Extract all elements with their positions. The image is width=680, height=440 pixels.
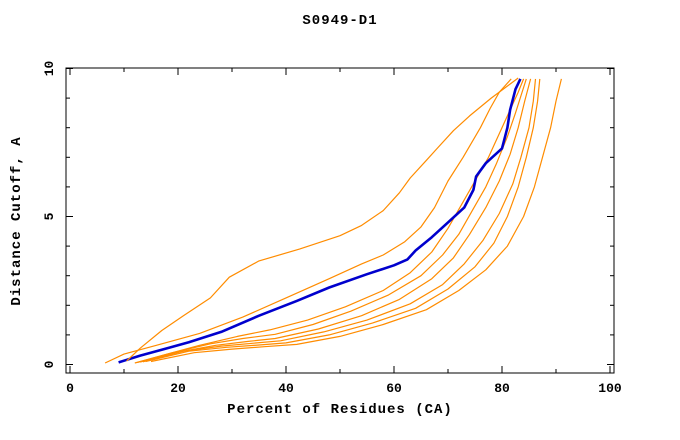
series-model-5 [145, 78, 541, 363]
chart-title: S0949-D1 [302, 13, 378, 29]
x-tick-label: 20 [170, 381, 186, 396]
series-model-1 [134, 78, 525, 364]
x-tick-label: 80 [494, 381, 510, 396]
x-tick-label: 100 [598, 381, 622, 396]
series-highlighted-model [118, 78, 522, 364]
y-tick-label: 10 [42, 61, 57, 77]
series-model-4 [142, 78, 537, 363]
x-tick-label: 60 [386, 381, 402, 396]
series-model-3 [140, 78, 532, 363]
x-axis-label: Percent of Residues (CA) [227, 402, 453, 418]
y-tick-label: 5 [42, 212, 57, 220]
x-tick-label: 40 [278, 381, 294, 396]
series-model-6 [150, 78, 562, 363]
series-model-2 [137, 78, 527, 363]
series-model-7 [104, 78, 512, 364]
y-tick-label: 0 [42, 360, 57, 368]
x-tick-label: 0 [66, 381, 74, 396]
series-model-8 [126, 77, 519, 362]
